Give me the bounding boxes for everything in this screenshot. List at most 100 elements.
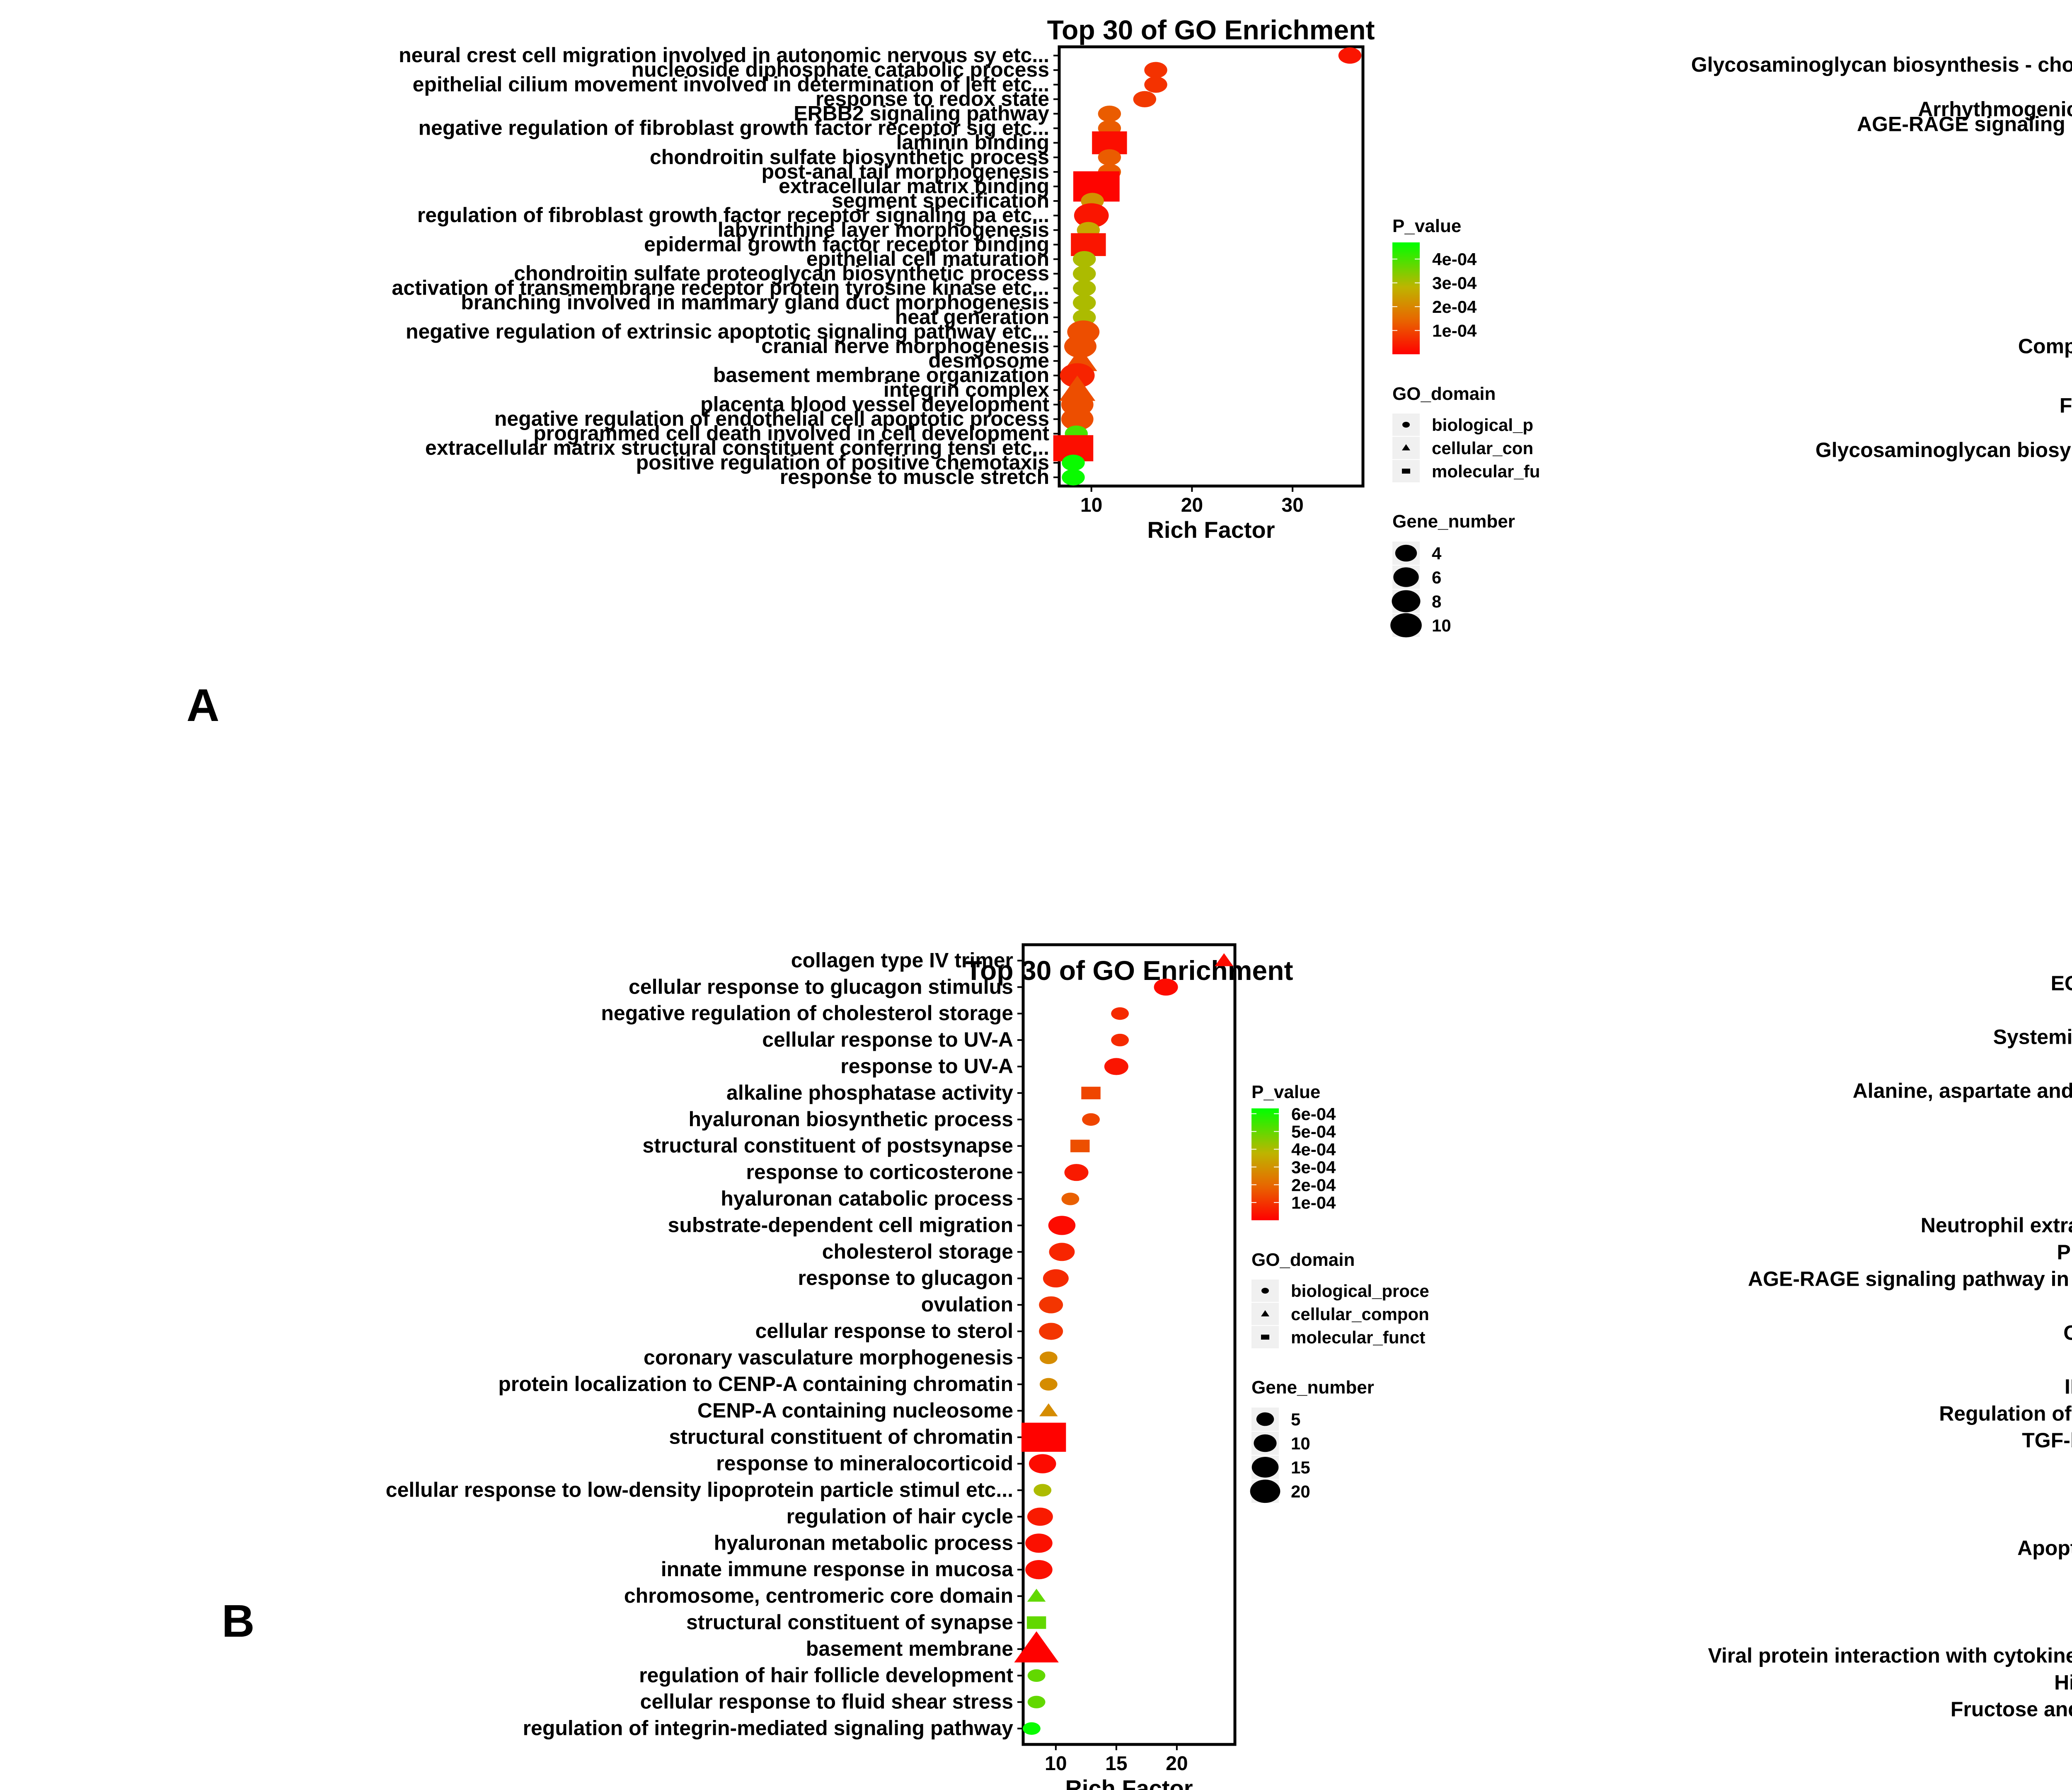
- y-tick-label: Glycosaminoglycan biosynthesis - heparan…: [1815, 438, 2072, 462]
- y-tick-label: chondroitin sulfate proteoglycan biosynt…: [514, 262, 1049, 285]
- data-point-square: [1081, 1086, 1101, 1100]
- color-legend-bar: [1251, 1108, 1279, 1220]
- square-shape-icon: [1402, 469, 1410, 474]
- data-point-circle: [1027, 1507, 1053, 1526]
- data-point-circle: [1064, 1164, 1089, 1181]
- y-tick-label: innate immune response in mucosa: [661, 1558, 1014, 1581]
- y-tick-label: heat generation: [895, 305, 1049, 329]
- y-tick-label: response to mineralocorticoid: [716, 1452, 1013, 1475]
- data-point-circle: [1025, 1534, 1053, 1553]
- y-tick-label: cranial nerve morphogenesis: [761, 334, 1049, 358]
- data-point-circle: [1039, 1351, 1058, 1364]
- data-point-circle: [1144, 62, 1167, 78]
- x-tick-label: 20: [1166, 1753, 1188, 1775]
- y-tick-label: Hippo signaling pathway: [2054, 1671, 2072, 1694]
- y-tick-label: substrate-dependent cell migration: [668, 1213, 1013, 1236]
- y-tick-label: negative regulation of fibroblast growth…: [419, 116, 1049, 140]
- y-tick-label: chromosome, centromeric core domain: [624, 1584, 1013, 1607]
- circle-shape-icon: [1402, 422, 1410, 428]
- data-point-circle: [1027, 1669, 1046, 1682]
- y-tick-label: epithelial cilium movement involved in d…: [413, 73, 1049, 96]
- y-tick-label: Regulation of lipolysis in adipocytes: [1939, 1402, 2072, 1425]
- size-legend-label: 10: [1432, 616, 1451, 635]
- y-tick-label: Complement and coagulation cascades: [2018, 335, 2072, 358]
- size-legend-title: Gene_number: [1392, 511, 1515, 532]
- y-tick-label: desmosome: [928, 349, 1049, 372]
- data-point-circle: [1039, 1323, 1063, 1340]
- size-legend-dot: [1254, 1434, 1277, 1452]
- y-tick-label: cholesterol storage: [822, 1240, 1013, 1263]
- size-legend-label: 5: [1291, 1410, 1300, 1429]
- plot-frame: [1021, 943, 1237, 1746]
- y-tick-label: Fructose and mannose metabolism: [2060, 394, 2072, 417]
- size-legend-label: 6: [1432, 568, 1441, 587]
- data-point-circle: [1039, 1378, 1058, 1391]
- data-point-circle: [1338, 47, 1362, 64]
- data-point-circle: [1062, 469, 1085, 486]
- color-legend-label: 2e-04: [1432, 297, 1477, 317]
- pathway-enrichment-chart-b: Top 30 of Pathway EnrichmentNitrogen met…: [1708, 972, 2072, 1721]
- y-tick-label: ovulation: [921, 1293, 1013, 1316]
- y-tick-label: laminin binding: [896, 131, 1049, 154]
- y-tick-label: nucleoside diphosphate catabolic process: [631, 58, 1049, 81]
- y-tick-label: IL-17 signaling pathway: [2065, 1375, 2072, 1398]
- data-point-triangle: [1014, 1631, 1059, 1663]
- shape-legend-label: cellular_compon: [1291, 1304, 1429, 1324]
- data-point-circle: [1098, 149, 1121, 166]
- y-tick-label: basement membrane: [806, 1637, 1013, 1660]
- shape-legend-label: molecular_funct: [1291, 1328, 1425, 1347]
- color-legend-label: 3e-04: [1432, 273, 1477, 293]
- size-legend-label: 20: [1291, 1482, 1310, 1501]
- data-point-circle: [1039, 1296, 1063, 1313]
- y-tick-label: structural constituent of postsynapse: [642, 1134, 1013, 1157]
- y-tick-label: neural crest cell migration involved in …: [399, 44, 1049, 67]
- plot-frame: [1058, 45, 1365, 488]
- panel-tag-a: A: [186, 680, 219, 731]
- y-tick-label: Alanine, aspartate and glutamate metabol…: [1853, 1079, 2072, 1102]
- y-tick-label: TGF-beta signaling pathway: [2022, 1429, 2072, 1452]
- y-tick-label: negative regulation of endothelial cell …: [494, 407, 1049, 431]
- data-point-circle: [1072, 280, 1096, 297]
- y-tick-label: structural constituent of synapse: [686, 1611, 1013, 1634]
- size-legend-dot: [1390, 613, 1422, 638]
- color-legend-label: 3e-04: [1291, 1157, 1336, 1177]
- x-tick-label: 30: [1281, 494, 1303, 516]
- data-point-circle: [1072, 251, 1096, 268]
- y-tick-label: integrin complex: [884, 378, 1049, 401]
- y-tick-label: hyaluronan biosynthetic process: [688, 1108, 1013, 1131]
- data-point-circle: [1072, 265, 1096, 282]
- y-tick-label: Neutrophil extracellular trap formation: [1921, 1214, 2072, 1237]
- shape-legend-label: biological_p: [1432, 415, 1533, 435]
- y-tick-label: negative regulation of extrinsic apoptot…: [406, 320, 1049, 343]
- y-tick-label: cellular response to low-density lipopro…: [386, 1478, 1013, 1501]
- panel-tag-b: B: [222, 1596, 254, 1647]
- y-tick-label: Cholesterol metabolism: [2063, 1321, 2072, 1345]
- x-axis-label: Rich Factor: [1147, 517, 1275, 543]
- x-tick-label: 10: [1080, 494, 1102, 516]
- y-tick-label: programmed cell death involved in cell d…: [533, 422, 1049, 445]
- y-tick-label: Viral protein interaction with cytokine …: [1708, 1644, 2072, 1667]
- data-point-circle: [1072, 295, 1096, 311]
- y-tick-label: response to redox state: [816, 87, 1049, 110]
- triangle-shape-icon: [1261, 1310, 1269, 1316]
- y-tick-label: Glycosaminoglycan biosynthesis - chondro…: [1691, 53, 2072, 76]
- color-legend-label: 6e-04: [1291, 1104, 1336, 1124]
- y-tick-label: alkaline phosphatase activity: [726, 1081, 1013, 1104]
- y-tick-label: activation of transmembrane receptor pro…: [392, 276, 1049, 300]
- size-legend-dot: [1395, 544, 1417, 562]
- size-legend-dot: [1256, 1412, 1274, 1426]
- data-point-circle: [1027, 1696, 1046, 1708]
- y-tick-label: epidermal growth factor receptor binding: [644, 232, 1049, 256]
- data-point-circle: [1034, 1484, 1052, 1497]
- shape-legend-title: GO_domain: [1392, 384, 1496, 404]
- y-tick-label: PPAR signaling pathway: [2057, 1241, 2072, 1264]
- shape-legend-label: molecular_fu: [1432, 462, 1540, 481]
- data-point-circle: [1104, 1058, 1128, 1075]
- y-tick-label: Fructose and mannose metabolism: [1951, 1698, 2072, 1721]
- triangle-shape-icon: [1402, 444, 1410, 450]
- y-tick-label: regulation of hair follicle development: [639, 1664, 1013, 1687]
- size-legend-dot: [1393, 567, 1419, 587]
- y-tick-label: regulation of fibroblast growth factor r…: [417, 203, 1049, 227]
- chart-title: Top 30 of GO Enrichment: [1047, 15, 1375, 45]
